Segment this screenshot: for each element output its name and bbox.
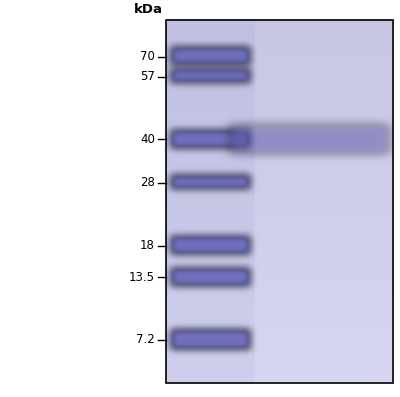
Text: 13.5: 13.5 [129,271,155,283]
Text: 7.2: 7.2 [136,333,155,347]
Text: 28: 28 [140,176,155,189]
Text: 40: 40 [140,133,155,146]
Text: kDa: kDa [134,3,163,15]
Text: 57: 57 [140,70,155,83]
Text: 70: 70 [140,50,155,64]
Text: 18: 18 [140,239,155,252]
Bar [166,20,393,383]
